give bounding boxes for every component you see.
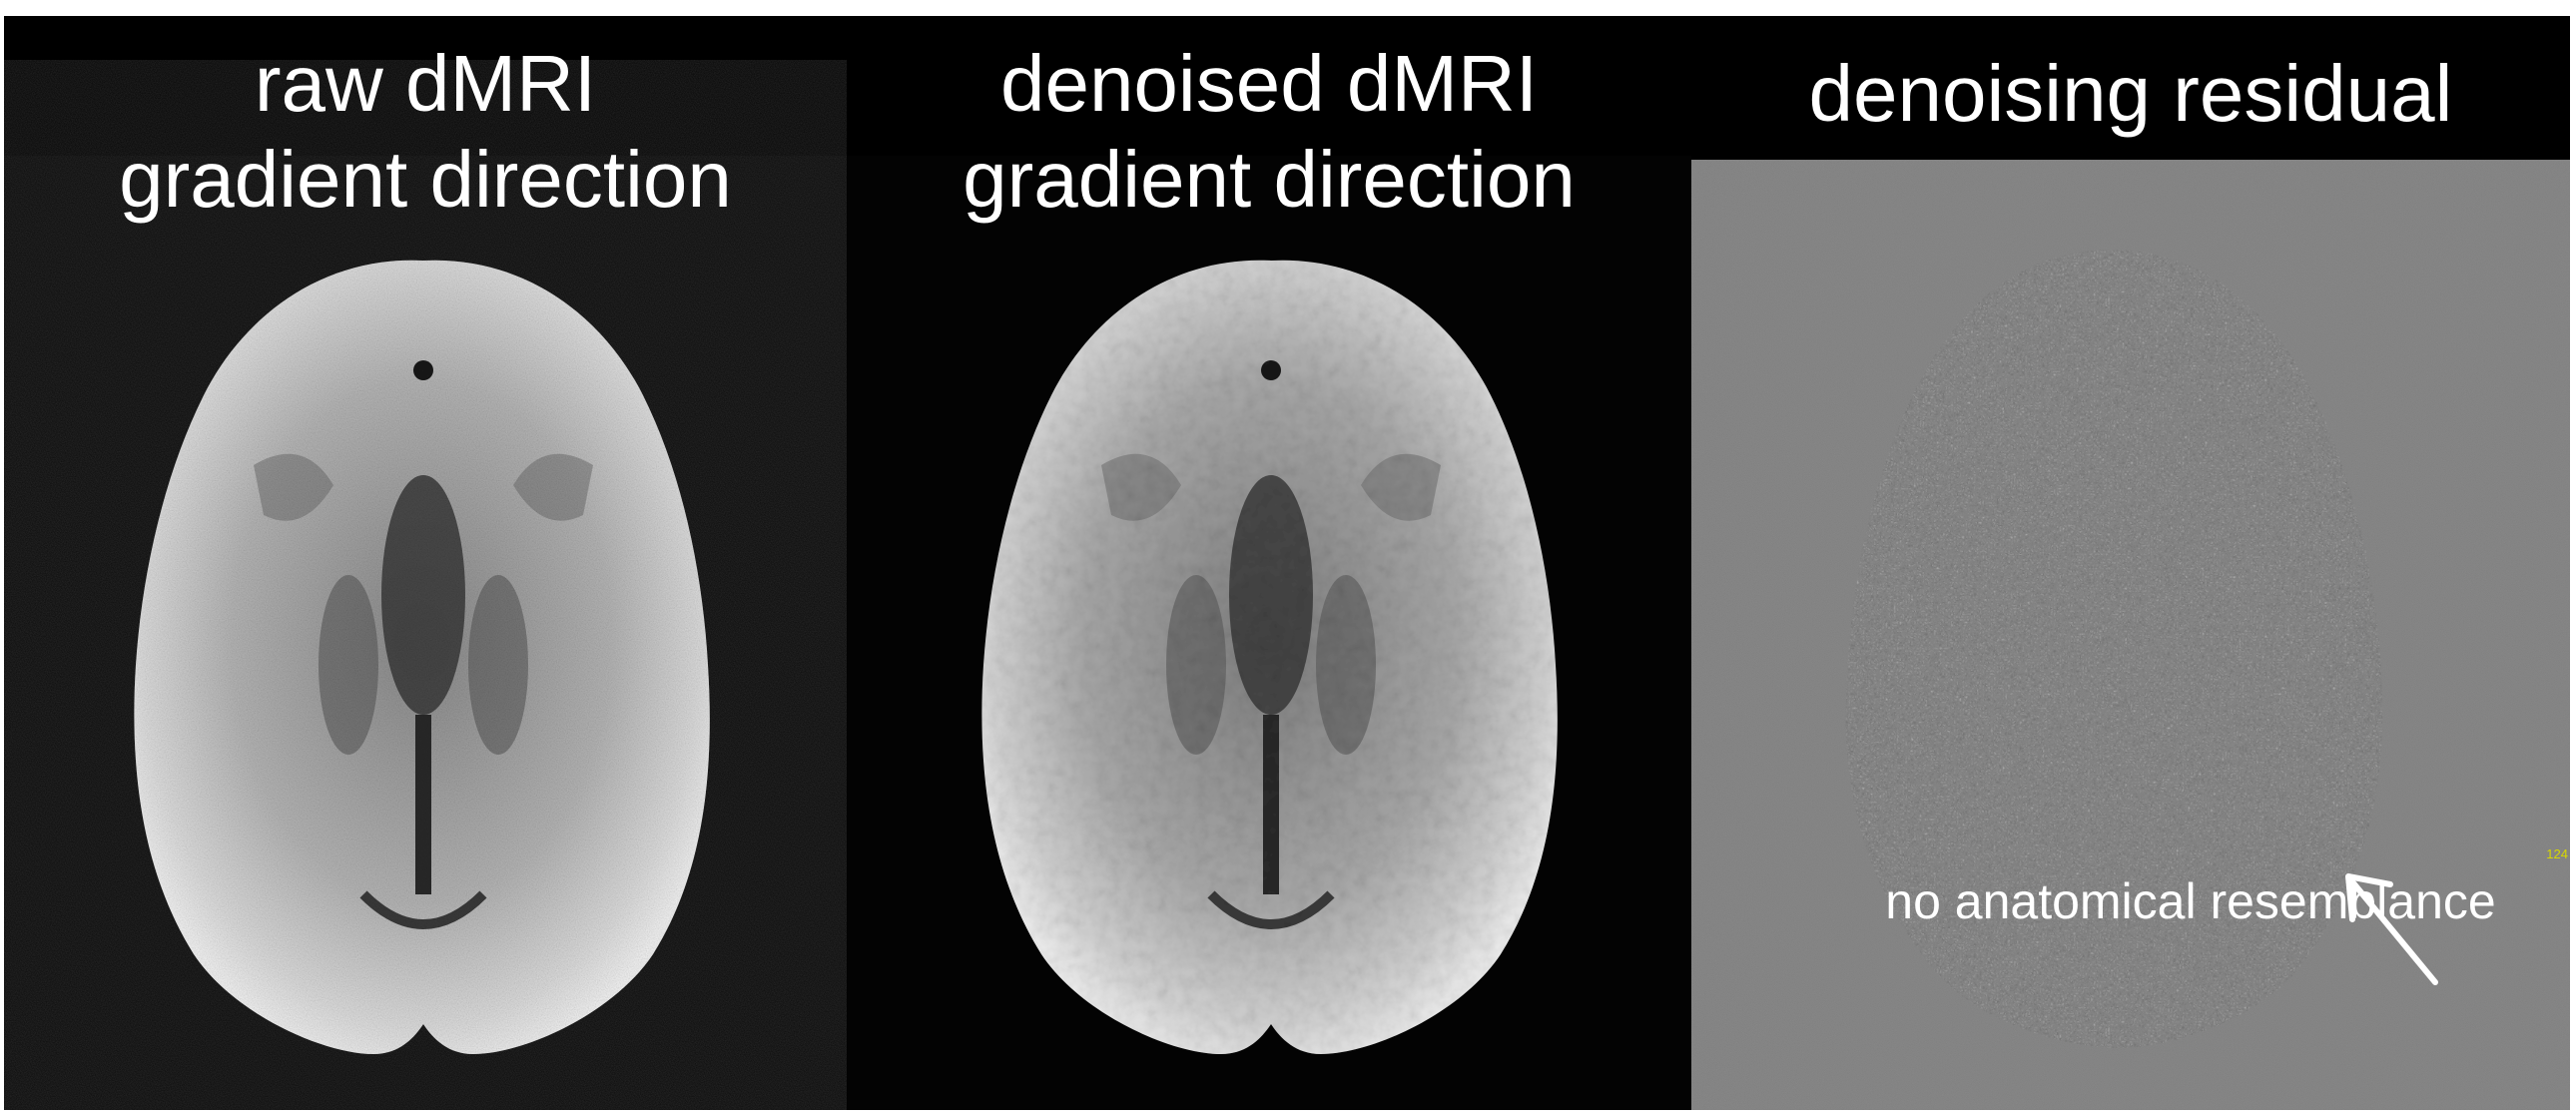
panel-title-raw: raw dMRI gradient direction: [4, 36, 847, 228]
panel-title-denoised-line-2: gradient direction: [963, 135, 1576, 224]
panel-denoising-residual: denoising residual: [1691, 16, 2570, 1110]
panel-denoised-dmri: denoised dMRI gradient direction: [847, 16, 1691, 1110]
raw-brain-image: [4, 156, 847, 1110]
raw-brain-slice: [134, 260, 710, 1054]
panel-title-residual: denoising residual: [1691, 46, 2570, 142]
panel-title-raw-line-1: raw dMRI: [254, 39, 597, 128]
panel-title-denoised-line-1: denoised dMRI: [999, 39, 1539, 128]
residual-noise-map: [1691, 160, 2570, 1110]
residual-brain-noise-region: [1845, 250, 2383, 1048]
denoised-brain-slice: [981, 260, 1558, 1054]
denoised-brain-image: [847, 156, 1691, 1110]
figure-canvas: raw dMRI gradient direction: [4, 16, 2570, 1110]
annotation-text: no anatomical resemblance: [1885, 873, 2496, 929]
residual-image: [1691, 160, 2570, 1110]
panel-title-raw-line-2: gradient direction: [119, 135, 732, 224]
panel-title-residual-line-1: denoising residual: [1808, 49, 2453, 138]
panel-title-denoised: denoised dMRI gradient direction: [847, 36, 1691, 228]
corner-label: 124: [2546, 846, 2568, 861]
annotation-arrow: [2345, 873, 2438, 985]
panel-raw-dmri: raw dMRI gradient direction: [4, 16, 847, 1110]
